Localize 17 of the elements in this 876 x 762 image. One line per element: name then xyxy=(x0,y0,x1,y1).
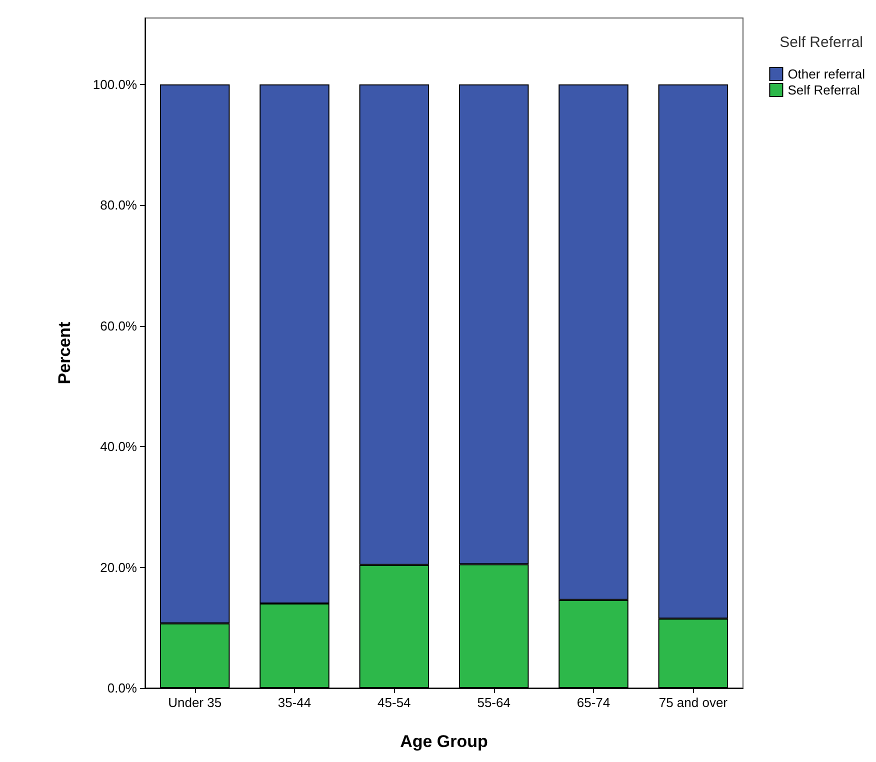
x-tick-label: 75 and over xyxy=(658,695,728,710)
legend-label: Self Referral xyxy=(788,82,860,98)
x-tick-label: Under 35 xyxy=(168,695,222,710)
y-axis-title: Percent xyxy=(55,321,74,384)
legend-title: Self Referral xyxy=(780,34,864,51)
y-tick-label: 80.0% xyxy=(100,198,138,213)
y-tick-label: 40.0% xyxy=(100,439,138,454)
x-tick-label: 35-44 xyxy=(278,695,312,710)
legend-label: Other referral xyxy=(788,66,866,82)
x-tick-label: 45-54 xyxy=(378,695,411,710)
y-tick-label: 100.0% xyxy=(92,76,138,92)
y-tick-label: 0.0% xyxy=(107,680,138,696)
y-tick-label: 20.0% xyxy=(100,560,138,575)
x-axis-title: Age Group xyxy=(400,732,488,751)
y-tick-label: 60.0% xyxy=(100,318,138,334)
x-tick-label: 65-74 xyxy=(576,695,610,710)
x-tick-label: 55-64 xyxy=(477,695,510,710)
